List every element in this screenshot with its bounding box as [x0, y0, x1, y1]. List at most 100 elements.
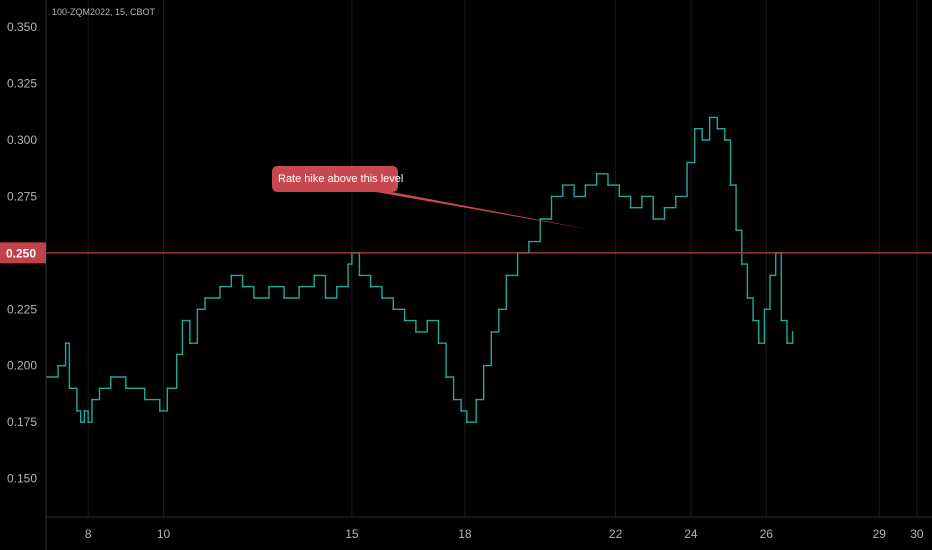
series-point	[175, 353, 178, 356]
series-point	[746, 297, 749, 299]
x-tick-label: 15	[345, 527, 359, 541]
series-point	[445, 376, 447, 378]
series-point	[91, 398, 93, 401]
series-point	[392, 308, 395, 311]
x-tick-label: 24	[684, 527, 698, 541]
series-point	[437, 342, 440, 345]
series-point	[618, 195, 621, 198]
series-point	[324, 297, 327, 299]
y-tick-label: 0.225	[7, 302, 37, 316]
series-point	[780, 319, 783, 322]
series-point	[716, 127, 719, 130]
series-point	[253, 297, 255, 299]
y-tick-label: 0.275	[7, 189, 37, 203]
series-point	[641, 195, 643, 198]
price-tag: 0.250	[0, 242, 46, 264]
series-point	[125, 387, 127, 390]
series-point	[381, 297, 383, 299]
price-series	[45, 116, 794, 424]
x-tick-label: 30	[910, 527, 924, 541]
series-point	[313, 274, 316, 277]
series-point	[358, 274, 361, 277]
series-point	[196, 308, 199, 311]
y-tick-label: 0.350	[7, 20, 37, 34]
series-point	[482, 364, 485, 367]
price-tag-background	[0, 242, 46, 264]
x-tick-label: 8	[85, 527, 92, 541]
callout-text: Rate hike above this level	[278, 173, 403, 185]
series-point	[708, 116, 711, 119]
series-point	[426, 319, 429, 322]
series-point	[335, 285, 338, 288]
series-point	[369, 285, 372, 288]
series-point	[573, 195, 575, 198]
series-point	[452, 398, 455, 401]
series-point	[497, 308, 500, 311]
series-point	[76, 410, 78, 412]
vertical-grid	[87, 0, 918, 517]
x-axis: 8 10 15 18 22 24 26 29 30	[85, 527, 924, 541]
y-axis: 0.150 0.175 0.200 0.225 0.275 0.300 0.325 0.350	[7, 20, 37, 486]
series-point	[786, 342, 788, 345]
series-point	[347, 263, 349, 265]
series-point	[490, 331, 493, 333]
series-point	[735, 229, 737, 232]
series-point	[68, 387, 71, 390]
series-point	[230, 274, 233, 277]
series-point	[465, 421, 468, 424]
series-point	[607, 184, 609, 187]
annotation-callout[interactable]: Rate hike above this level	[272, 166, 593, 231]
series-point	[403, 319, 406, 322]
series-point	[505, 274, 508, 277]
series-point	[752, 319, 754, 322]
series-point	[189, 342, 191, 345]
series-point	[460, 410, 462, 412]
symbol-label: 100-ZQM2022, 15, CBOT	[52, 7, 156, 17]
series-point	[109, 376, 112, 378]
series-point	[143, 398, 146, 401]
series-point	[561, 184, 564, 187]
series-point	[539, 218, 542, 220]
series-point	[64, 342, 67, 345]
series-point	[241, 285, 244, 288]
series-point	[415, 331, 417, 333]
y-tick-label: 0.150	[7, 472, 37, 486]
callout-bubble	[272, 166, 593, 231]
x-tick-label: 10	[157, 527, 171, 541]
price-tag-label: 0.250	[6, 246, 36, 260]
series-point	[757, 342, 760, 345]
series-point	[663, 206, 666, 209]
series-point	[283, 297, 285, 299]
series-point	[528, 240, 530, 243]
series-point	[629, 206, 632, 209]
series-point	[763, 308, 766, 311]
series-point	[740, 263, 743, 265]
y-tick-label: 0.175	[7, 415, 37, 429]
series-point	[219, 285, 221, 288]
series-point	[87, 421, 90, 424]
series-point	[550, 195, 553, 198]
series-point	[686, 161, 688, 164]
series-point	[701, 139, 704, 141]
series-point	[769, 274, 771, 277]
series-point	[158, 410, 161, 412]
series-point	[57, 364, 59, 367]
series-point	[98, 387, 101, 390]
series-point	[693, 127, 696, 130]
series-point	[181, 319, 184, 322]
x-tick-label: 29	[873, 527, 887, 541]
series-point	[584, 184, 587, 187]
series-point	[791, 331, 794, 333]
series-point	[204, 297, 206, 299]
y-tick-label: 0.325	[7, 77, 37, 91]
series-point	[729, 184, 732, 187]
series-point	[595, 172, 598, 175]
x-tick-label: 18	[458, 527, 472, 541]
series-point	[298, 285, 300, 288]
series-point	[475, 398, 478, 401]
y-tick-label: 0.200	[7, 359, 37, 373]
series-point	[674, 195, 677, 198]
series-point	[83, 410, 86, 412]
y-tick-label: 0.300	[7, 133, 37, 147]
